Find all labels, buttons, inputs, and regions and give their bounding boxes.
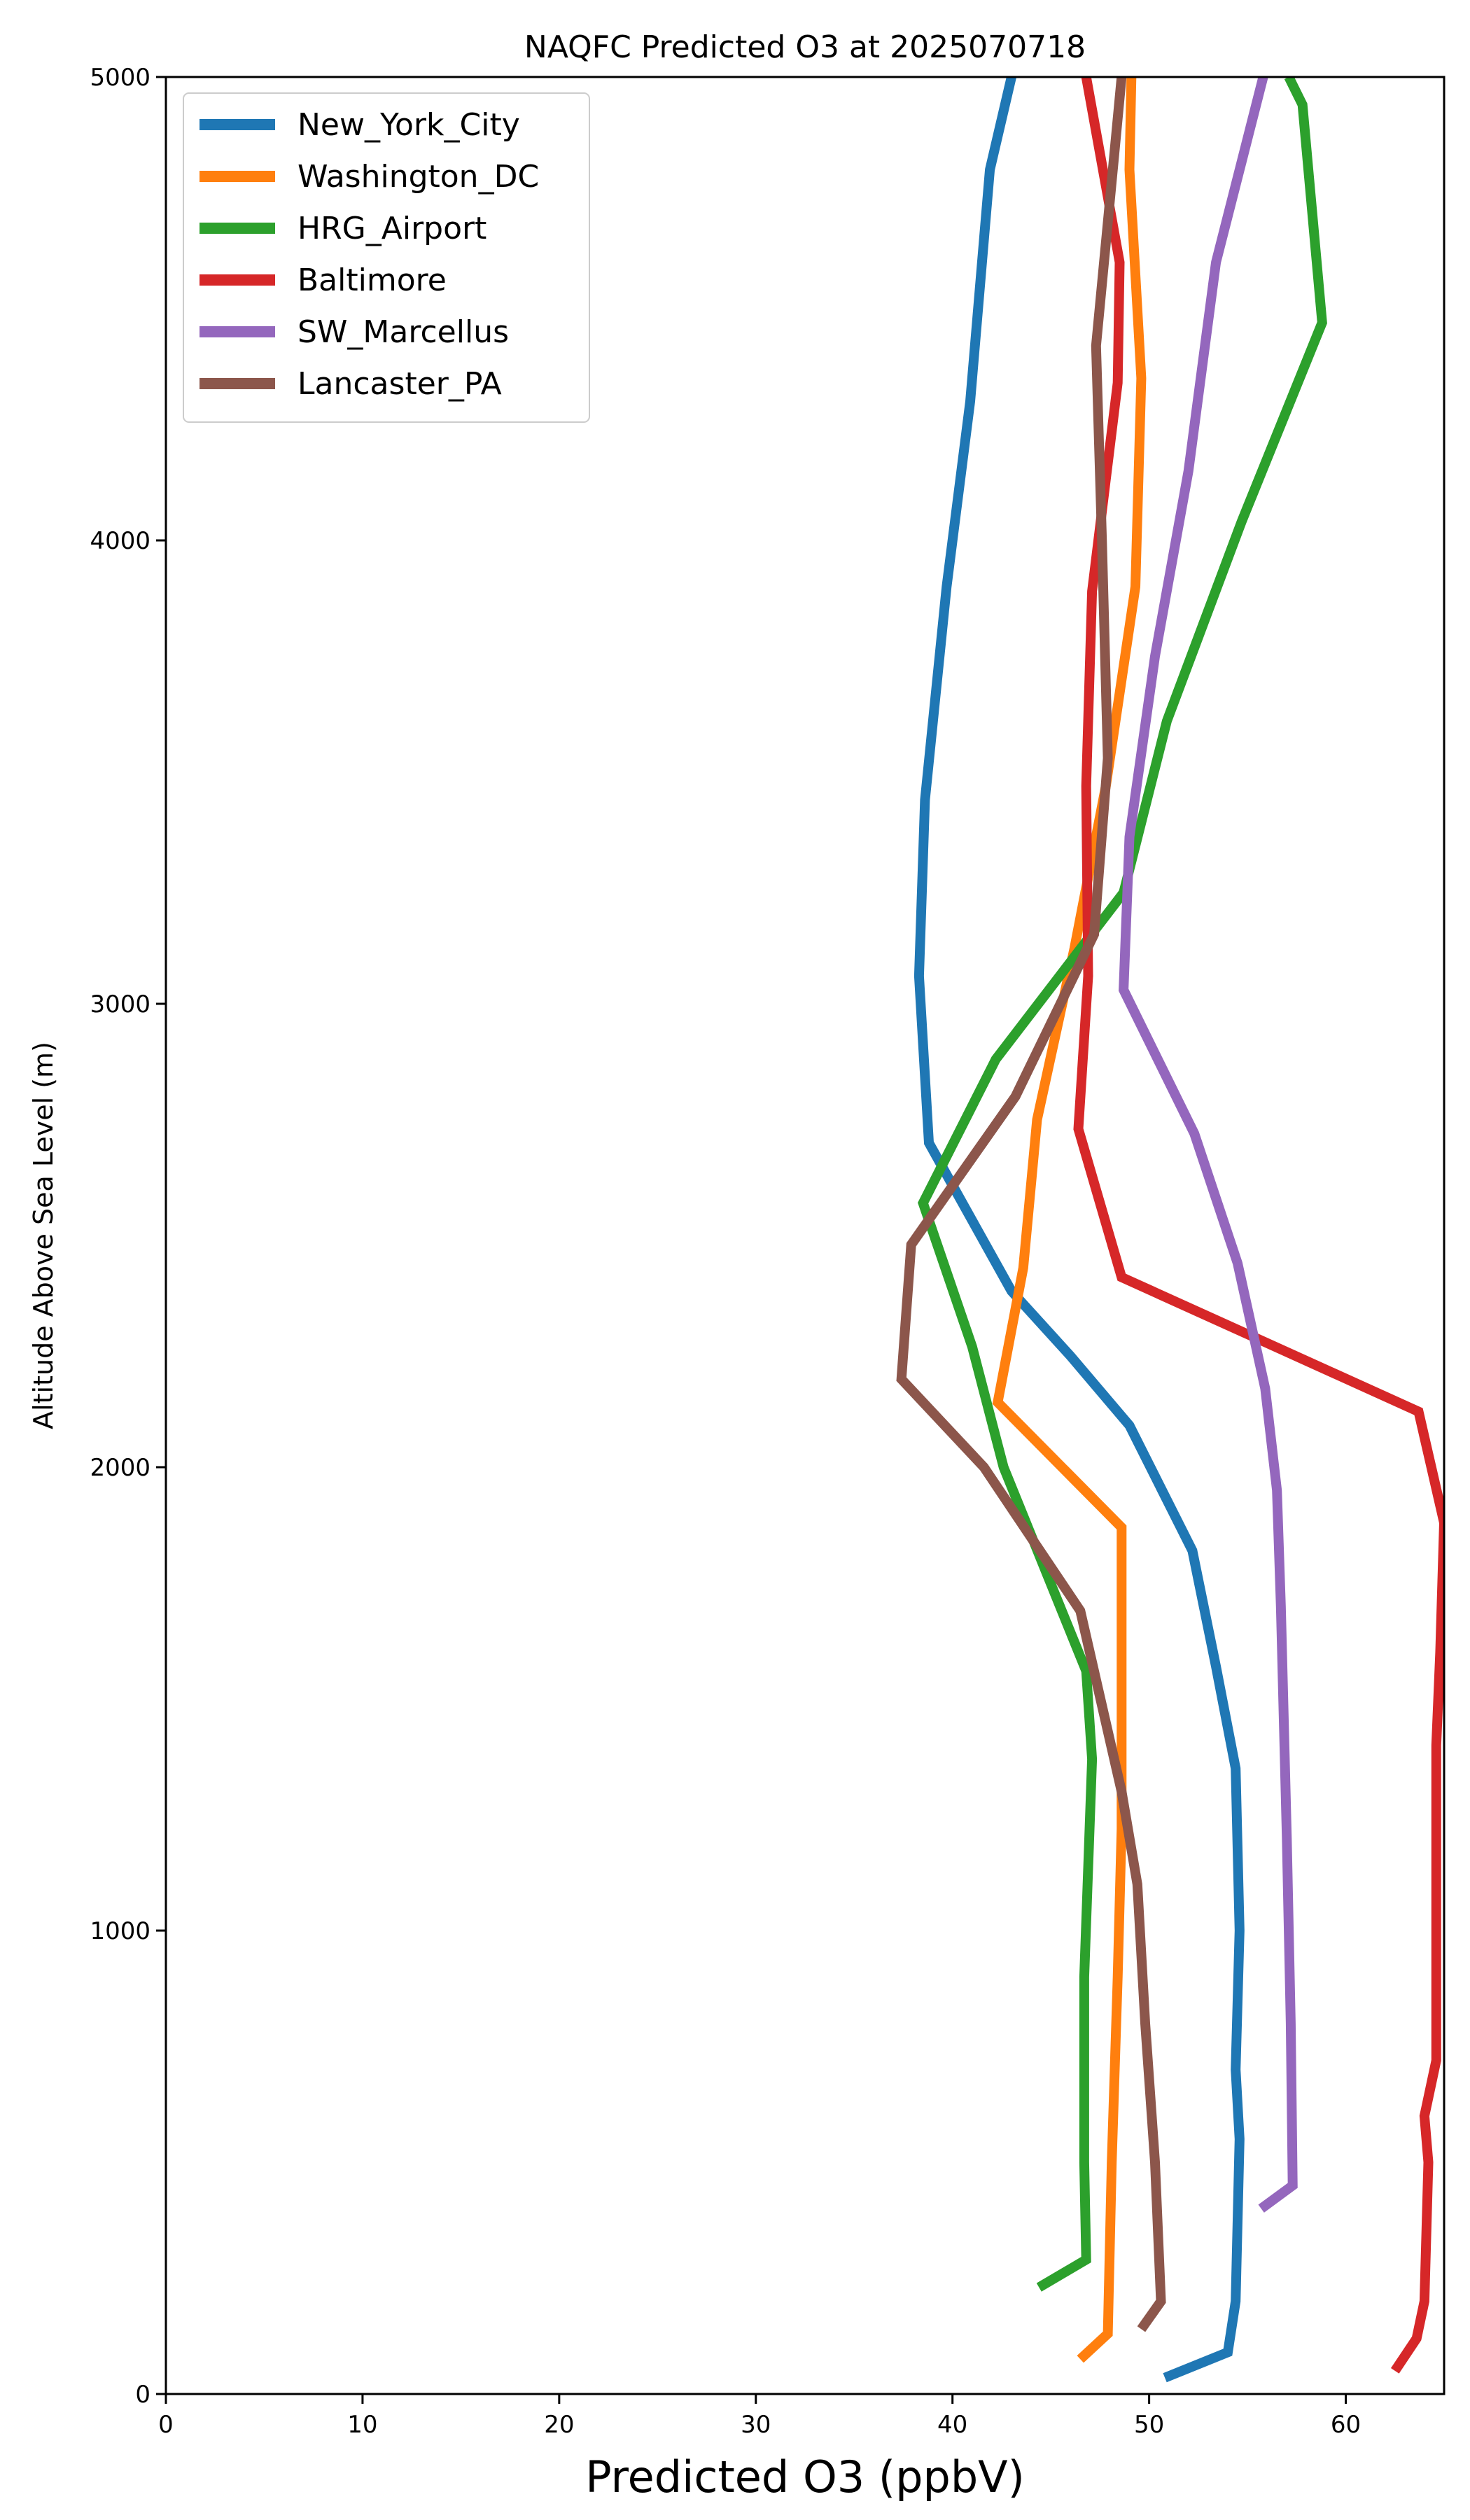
- plot-frame: [164, 76, 1446, 2395]
- legend-label: SW_Marcellus: [298, 314, 509, 350]
- legend-label: HRG_Airport: [298, 211, 486, 246]
- x-tick-label: 0: [158, 2411, 174, 2439]
- series-line-hrg-airport: [918, 77, 1327, 2292]
- series-line-lancaster-pa: [896, 77, 1166, 2332]
- series-line-sw-marcellus: [1119, 77, 1298, 2213]
- legend-box: [183, 92, 590, 423]
- legend-label: Baltimore: [298, 262, 447, 298]
- x-axis-label: Predicted O3 (ppbV): [585, 2451, 1025, 2502]
- y-tick-label: 0: [135, 2381, 150, 2409]
- legend-items: New_York_City Washington_DC HRG_Airport Bal…: [200, 107, 539, 402]
- y-axis-label: Altitude Above Sea Level (m): [28, 1042, 59, 1429]
- x-tick-label: 60: [1331, 2411, 1361, 2439]
- legend-label: New_York_City: [298, 107, 520, 143]
- y-tick-label: 5000: [90, 64, 150, 92]
- series-line-new-york-city: [913, 77, 1245, 2383]
- x-tick-label: 50: [1134, 2411, 1164, 2439]
- y-tick-label: 4000: [90, 527, 150, 555]
- chart-title: NAQFC Predicted O3 at 2025070718: [524, 29, 1086, 65]
- y-tick-label: 3000: [90, 990, 150, 1018]
- y-tick-label: 1000: [90, 1917, 150, 1945]
- legend-label: Washington_DC: [298, 159, 539, 195]
- x-axis-ticks: 0 10 20 30 40 50 60: [158, 2394, 1361, 2439]
- x-tick-label: 40: [937, 2411, 967, 2439]
- legend-label: Lancaster_PA: [298, 366, 502, 402]
- series-layer: [896, 77, 1444, 2383]
- series-line-baltimore: [1073, 77, 1444, 2374]
- y-tick-label: 2000: [90, 1454, 150, 1482]
- x-tick-label: 30: [741, 2411, 771, 2439]
- series-line-washington-dc: [992, 77, 1147, 2363]
- y-axis-ticks: 0 1000 2000 3000 4000 5000: [90, 64, 166, 2409]
- x-tick-label: 20: [544, 2411, 574, 2439]
- x-tick-label: 10: [347, 2411, 377, 2439]
- legend: New_York_City Washington_DC HRG_Airport Bal…: [183, 92, 590, 423]
